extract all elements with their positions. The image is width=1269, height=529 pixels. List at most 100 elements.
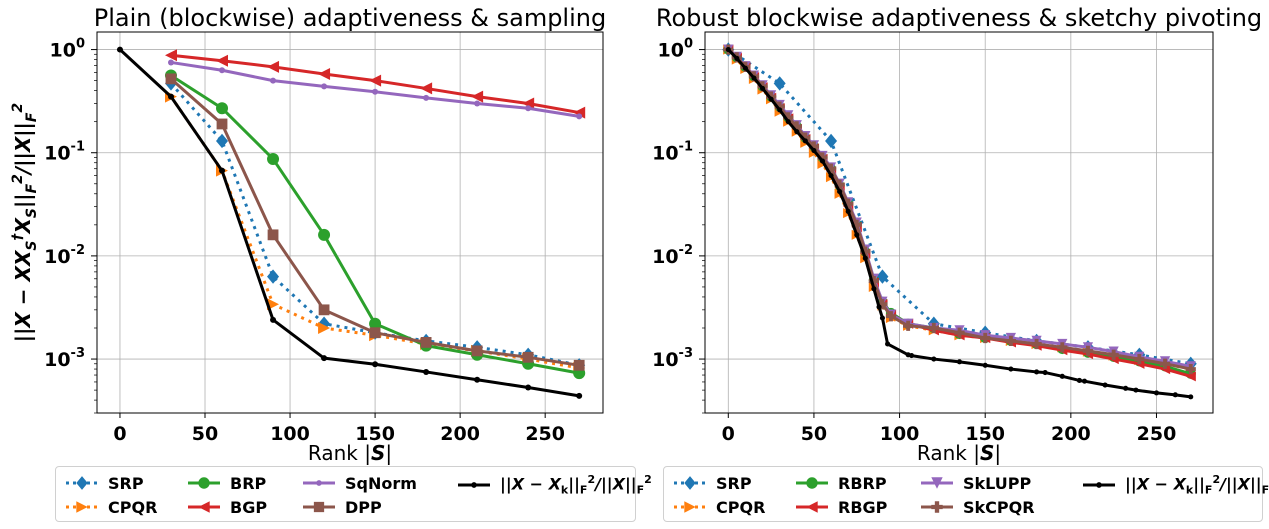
- data-point: [931, 356, 937, 362]
- data-point: [267, 152, 280, 165]
- data-point: [1059, 373, 1065, 379]
- series-line: [727, 48, 1191, 399]
- data-point: [216, 118, 228, 130]
- data-point: [1102, 382, 1108, 388]
- series-skcpqr: [723, 44, 1196, 375]
- axes-frame: [704, 31, 1214, 414]
- legend-item: CPQR: [672, 497, 765, 517]
- data-point: [167, 59, 174, 66]
- legend-label: ||X − Xk||F2/||X||F2: [1125, 473, 1269, 497]
- y-tick-label: 10-3: [44, 346, 85, 371]
- data-point: [270, 316, 277, 323]
- data-point: [777, 107, 783, 113]
- data-point: [576, 113, 583, 120]
- data-point: [372, 88, 379, 95]
- legend-marker: [188, 477, 220, 489]
- x-tick-label: 150: [965, 423, 1005, 445]
- data-point: [851, 219, 862, 230]
- data-point: [522, 97, 535, 110]
- x-tick-label: 250: [1137, 423, 1177, 445]
- data-point: [1031, 338, 1042, 350]
- x-axis-label: Rank |S|: [308, 441, 392, 465]
- data-point: [783, 112, 794, 123]
- legend-item: ||X − Xk||F2/||X||F2: [456, 473, 652, 497]
- legend-item: RBGP: [794, 497, 887, 517]
- data-point: [956, 359, 963, 365]
- chart-title: Plain (blockwise) adaptiveness & samplin…: [94, 4, 606, 32]
- legend-item: DPP: [301, 497, 382, 517]
- legend-item: SRP: [64, 473, 144, 493]
- data-point: [369, 327, 381, 339]
- x-tick-label: 250: [525, 423, 565, 445]
- legend-item: SRP: [672, 473, 752, 493]
- legend-item: SkLUPP: [919, 473, 1031, 493]
- legend-marker: [458, 481, 490, 488]
- data-point: [1076, 377, 1082, 384]
- data-point: [219, 167, 226, 174]
- data-point: [819, 158, 826, 164]
- axes-frame: [96, 31, 604, 414]
- data-point: [828, 173, 834, 179]
- data-point: [1188, 394, 1194, 400]
- data-point: [759, 85, 766, 91]
- data-point: [423, 368, 430, 375]
- data-point: [267, 269, 280, 284]
- data-point: [573, 106, 586, 119]
- data-point: [734, 55, 740, 62]
- series-optimal: [116, 46, 583, 399]
- series-sqnorm: [167, 59, 583, 120]
- data-point: [825, 163, 837, 174]
- legend-item: BGP: [186, 497, 267, 517]
- legend-item: CPQR: [64, 497, 157, 517]
- data-point: [773, 76, 786, 91]
- data-point: [318, 67, 331, 80]
- data-point: [954, 327, 965, 338]
- data-point: [267, 60, 280, 73]
- data-point: [216, 133, 229, 149]
- data-point: [834, 179, 845, 190]
- data-point: [1153, 390, 1160, 396]
- series-line: [727, 48, 1191, 366]
- data-point: [1005, 335, 1016, 346]
- legend-label: SkLUPP: [963, 473, 1032, 493]
- data-point: [474, 376, 481, 383]
- data-point: [369, 317, 382, 330]
- series-optimal: [725, 47, 1194, 400]
- legend-right: SRP CPQR RBRP RBGP SkLUPP SkCPQR ||X − Xk||F2/…: [663, 466, 1269, 522]
- data-point: [267, 229, 279, 241]
- data-point: [1082, 345, 1094, 356]
- data-point: [1134, 353, 1145, 365]
- y-tick-label: 10-2: [44, 243, 85, 268]
- data-point: [868, 275, 879, 287]
- data-point: [877, 299, 888, 310]
- legend-label: SRP: [108, 473, 144, 493]
- data-point: [808, 141, 820, 152]
- data-point: [1172, 392, 1178, 398]
- data-point: [525, 384, 532, 391]
- legend-item: ||X − Xk||F2/||X||F2: [1081, 473, 1269, 497]
- data-point: [802, 138, 808, 144]
- legend-label: CPQR: [716, 497, 766, 517]
- data-point: [1185, 363, 1196, 375]
- data-point: [774, 101, 785, 112]
- legend-label: RBGP: [838, 497, 888, 517]
- chart-title: Robust blockwise adaptiveness & sketchy …: [656, 4, 1262, 32]
- data-point: [522, 351, 534, 363]
- x-axis-label: Rank |S|: [917, 441, 1001, 465]
- legend-left: SRP CPQR BRP BGP SqNorm DPP ||X − Xk||F2/||X||…: [55, 466, 652, 522]
- legend-label: BRP: [230, 473, 267, 493]
- x-tick-label: 200: [440, 423, 480, 445]
- data-point: [879, 315, 885, 321]
- data-point: [165, 73, 177, 85]
- legend-item: SkCPQR: [919, 497, 1035, 517]
- data-point: [471, 90, 484, 103]
- data-point: [1108, 349, 1119, 360]
- y-tick-label: 100: [50, 37, 86, 62]
- y-axis-label: ||X − XXS†XS||F2/||X||F2: [10, 103, 40, 342]
- data-point: [219, 67, 226, 74]
- data-point: [794, 129, 800, 135]
- legend-marker: [188, 501, 220, 513]
- legend-marker: [303, 501, 335, 513]
- data-point: [817, 152, 828, 163]
